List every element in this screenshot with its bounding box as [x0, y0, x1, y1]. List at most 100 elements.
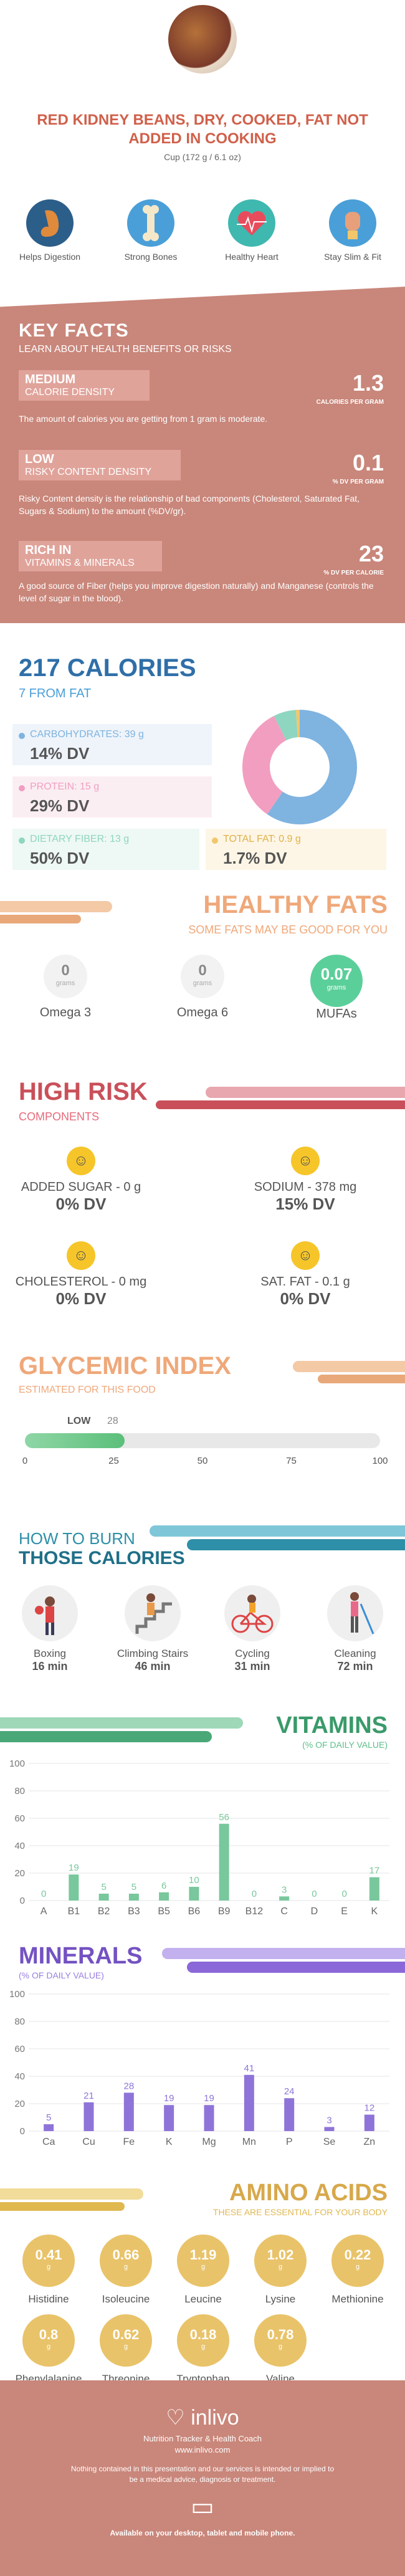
bar: [279, 1896, 290, 1901]
cleaning-icon: [327, 1585, 383, 1641]
boxing-icon: [22, 1585, 78, 1641]
macro-carbs: CARBOHYDRATES: 39 g 14% DV: [12, 724, 212, 765]
amino-item: 0.22 g Methionine: [320, 2235, 395, 2316]
macro-donut-chart: [242, 710, 357, 824]
amino-unit: g: [123, 2263, 128, 2271]
glycemic-value: 28: [107, 1416, 118, 1426]
fact-description: Risky Content density is the relationshi…: [19, 494, 360, 516]
bar: [364, 2114, 374, 2131]
fact-unit: CALORIES PER GRAM: [316, 399, 384, 406]
x-tick-label: D: [311, 1906, 318, 1917]
amino-unit: g: [355, 2263, 360, 2271]
bar-value-label: 3: [282, 1884, 287, 1895]
risk-added-sugar: ☺ ADDED SUGAR - 0 g 0% DV: [12, 1147, 150, 1214]
amino-item: 0.78 g Valine: [243, 2314, 318, 2395]
fact-calorie-density: MEDIUM CALORIE DENSITY 1.3 CALORIES PER …: [0, 370, 405, 439]
x-tick-label: Ca: [42, 2137, 55, 2147]
bar-value-label: 19: [164, 2093, 174, 2104]
amino-value: 1.02: [267, 2247, 294, 2263]
bar-value-label: 24: [284, 2086, 295, 2097]
fat-value-circle: 0 grams: [44, 955, 87, 998]
brand-name: inlivo: [191, 2406, 239, 2430]
bar: [69, 1874, 79, 1901]
grin-face-icon: ☺: [67, 1147, 95, 1175]
burn-label: Boxing: [34, 1648, 66, 1659]
fat-value: 0.07: [320, 965, 353, 983]
key-facts-title: KEY FACTS: [19, 320, 129, 341]
minerals-section: MINERALS (% OF DAILY VALUE) 0 20 40 60 80 100…: [0, 1938, 405, 2168]
y-tick-label: 40: [14, 1841, 25, 1851]
amino-unit: g: [123, 2343, 128, 2350]
bar: [164, 2105, 174, 2131]
y-tick-label: 100: [9, 1758, 25, 1769]
x-tick-label: B1: [68, 1906, 80, 1917]
risk-dv: 15% DV: [275, 1195, 335, 1213]
x-tick-label: K: [166, 2137, 173, 2147]
x-tick-label: B9: [218, 1906, 231, 1917]
macro-protein: PROTEIN: 15 g 29% DV: [12, 776, 212, 818]
x-tick-label: B3: [128, 1906, 140, 1917]
amino-value-circle: 1.19 g: [177, 2235, 229, 2287]
amino-item: 0.66 g Isoleucine: [88, 2235, 163, 2316]
amino-unit: g: [278, 2263, 283, 2271]
glycemic-bar-fill: [25, 1433, 125, 1448]
decor-stripe: [187, 1962, 405, 1973]
y-tick-label: 0: [20, 1896, 25, 1906]
amino-unit: g: [201, 2263, 206, 2271]
amino-item: 1.02 g Lysine: [243, 2235, 318, 2316]
scale-icon: [329, 199, 376, 247]
y-tick-label: 40: [14, 2071, 25, 2082]
fact-vitamins-minerals: RICH IN VITAMINS & MINERALS 23 % DV PER …: [0, 541, 405, 616]
footer: ♡ inlivo Nutrition Tracker & Health Coac…: [0, 2380, 405, 2576]
x-tick-label: Se: [323, 2137, 336, 2147]
glycemic-subtitle: ESTIMATED FOR THIS FOOD: [19, 1385, 156, 1395]
amino-label: Histidine: [28, 2293, 69, 2305]
grin-face-icon: ☺: [67, 1241, 95, 1270]
bar-value-label: 28: [123, 2081, 134, 2091]
carbs-dot-icon: [19, 733, 25, 739]
footer-url[interactable]: www.inlivo.com: [174, 2445, 231, 2454]
glycemic-bar-track: [25, 1433, 380, 1448]
glycemic-tick: 75: [286, 1456, 297, 1466]
fact-level: LOW: [25, 452, 54, 466]
bar-value-label: 5: [101, 1882, 106, 1892]
bar: [44, 2124, 54, 2131]
amino-item: 1.19 g Leucine: [166, 2235, 241, 2316]
fiber-dot-icon: [19, 837, 25, 844]
calories-section: 217 CALORIES 7 FROM FAT CARBOHYDRATES: 3…: [0, 648, 405, 872]
vitamins-section: VITAMINS (% OF DAILY VALUE) 0 20 40 60 80 100…: [0, 1707, 405, 1932]
amino-value-circle: 0.78 g: [254, 2314, 307, 2367]
high-risk-subtitle: COMPONENTS: [19, 1110, 100, 1123]
x-tick-label: B2: [98, 1906, 110, 1917]
y-tick-label: 20: [14, 2099, 25, 2109]
fat-value: 0: [198, 962, 207, 979]
burn-time: 16 min: [32, 1660, 68, 1672]
minerals-subtitle: (% OF DAILY VALUE): [19, 1970, 104, 1980]
fat-unit: grams: [55, 980, 75, 987]
decor-stripe: [293, 1361, 405, 1372]
bar-value-label: 0: [252, 1889, 257, 1899]
fact-value: 23: [358, 541, 384, 566]
risk-cholesterol: ☺ CHOLESTEROL - 0 mg 0% DV: [12, 1241, 150, 1309]
burn-stairs: Climbing Stairs 46 min: [109, 1585, 196, 1673]
macro-label: DIETARY FIBER: 13 g: [30, 834, 130, 844]
decor-stripe: [162, 1948, 405, 1959]
footer-disclaimer: Nothing contained in this presentation a…: [70, 2464, 335, 2484]
macro-label: PROTEIN: 15 g: [30, 781, 100, 792]
grin-face-icon: ☺: [291, 1241, 320, 1270]
bar-value-label: 19: [204, 2093, 214, 2104]
fat-value-circle: 0.07 grams: [310, 955, 363, 1007]
x-tick-label: B5: [158, 1906, 170, 1917]
decor-stripe: [0, 901, 112, 912]
fact-unit: % DV PER GRAM: [332, 479, 384, 485]
fat-label: Omega 3: [39, 1006, 92, 1019]
glycemic-title: GLYCEMIC INDEX: [19, 1352, 231, 1380]
bar-value-label: 0: [341, 1889, 346, 1899]
footer-available: Available on your desktop, tablet and mo…: [110, 2529, 295, 2537]
amino-unit: g: [46, 2343, 51, 2350]
calories-total: 217 CALORIES: [19, 654, 196, 682]
risk-dv: 0% DV: [55, 1289, 107, 1308]
risk-label: CHOLESTEROL - 0 mg: [15, 1275, 147, 1289]
decor-stripe: [206, 1087, 405, 1098]
burn-label: Cycling: [235, 1648, 270, 1659]
